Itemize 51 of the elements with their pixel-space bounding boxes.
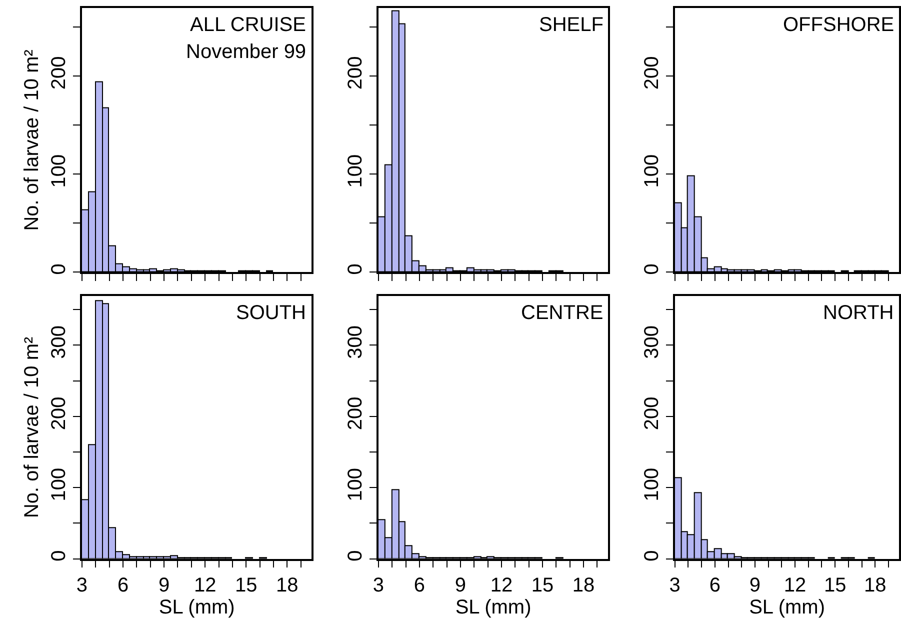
chart-title: CENTRE bbox=[521, 302, 604, 324]
y-tick-label: 0 bbox=[641, 264, 664, 275]
y-tick-label: 100 bbox=[344, 154, 367, 188]
y-tick-label: 300 bbox=[344, 326, 367, 359]
x-tick-label: 12 bbox=[194, 574, 216, 597]
chart-title: OFFSHORE bbox=[783, 14, 894, 36]
y-tick-label: 200 bbox=[48, 56, 70, 90]
y-tick-label: 0 bbox=[641, 550, 664, 562]
x-tick-label: 6 bbox=[414, 574, 426, 597]
chart-title: SHELF bbox=[539, 14, 604, 36]
y-axis-title: No. of larvae / 10 m² bbox=[21, 49, 44, 231]
y-tick-label: 100 bbox=[641, 154, 664, 188]
x-tick-label: 15 bbox=[531, 574, 554, 597]
x-tick-label: 9 bbox=[158, 574, 170, 597]
chart-title: SOUTH bbox=[236, 302, 306, 324]
x-tick-label: 15 bbox=[824, 574, 846, 597]
y-tick-label: 200 bbox=[641, 56, 664, 90]
y-tick-label: 200 bbox=[641, 396, 664, 430]
y-tick-label: 0 bbox=[48, 550, 70, 562]
x-axis-title: SL (mm) bbox=[749, 596, 825, 619]
x-axis-title: SL (mm) bbox=[455, 596, 532, 619]
x-tick-label: 12 bbox=[784, 574, 806, 597]
y-tick-label: 0 bbox=[344, 550, 367, 562]
x-tick-label: 15 bbox=[234, 574, 258, 597]
chart-title: NORTH bbox=[823, 302, 894, 324]
y-tick-label: 300 bbox=[48, 326, 70, 359]
text: November 99 bbox=[186, 41, 306, 63]
y-tick-label: 100 bbox=[48, 154, 70, 188]
y-axis-title: No. of larvae / 10 m² bbox=[21, 336, 44, 518]
y-tick-label: 0 bbox=[48, 264, 70, 275]
y-tick-label: 100 bbox=[641, 468, 664, 502]
x-tick-label: 18 bbox=[572, 574, 595, 597]
x-tick-label: 9 bbox=[454, 574, 466, 597]
y-tick-label: 200 bbox=[48, 396, 70, 430]
y-tick-label: 300 bbox=[641, 326, 664, 359]
y-tick-label: 0 bbox=[344, 264, 367, 275]
x-axis-title: SL (mm) bbox=[158, 596, 235, 619]
x-tick-label: 9 bbox=[749, 574, 761, 597]
x-tick-label: 3 bbox=[669, 574, 680, 597]
y-tick-label: 100 bbox=[48, 468, 70, 502]
x-tick-label: 6 bbox=[709, 574, 720, 597]
x-tick-label: 3 bbox=[76, 574, 88, 597]
x-tick-label: 18 bbox=[864, 574, 886, 597]
y-tick-label: 200 bbox=[344, 396, 367, 430]
chart-title: ALL CRUISE bbox=[190, 14, 306, 36]
y-tick-label: 200 bbox=[344, 56, 367, 90]
y-tick-label: 100 bbox=[344, 468, 367, 502]
x-tick-label: 3 bbox=[372, 574, 384, 597]
x-tick-label: 12 bbox=[490, 574, 513, 597]
x-tick-label: 6 bbox=[117, 574, 129, 597]
x-tick-label: 18 bbox=[276, 574, 298, 597]
